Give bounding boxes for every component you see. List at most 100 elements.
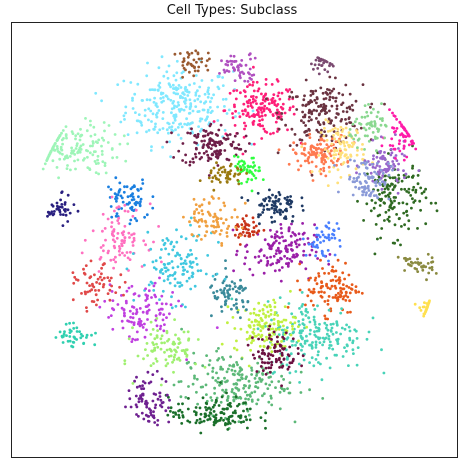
scatter-point: [298, 307, 301, 310]
scatter-point: [355, 171, 358, 174]
scatter-point: [236, 250, 239, 253]
scatter-point: [321, 267, 324, 270]
scatter-point: [368, 331, 371, 334]
scatter-point: [284, 305, 287, 308]
scatter-point: [149, 202, 152, 205]
scatter-point: [266, 203, 269, 206]
scatter-point: [339, 136, 342, 139]
scatter-point: [168, 355, 171, 358]
scatter-point: [202, 143, 205, 146]
scatter-point: [315, 234, 318, 237]
scatter-point: [73, 276, 76, 279]
scatter-point: [383, 372, 386, 375]
scatter-point: [77, 132, 80, 135]
scatter-point: [133, 185, 136, 188]
scatter-point: [297, 325, 300, 328]
scatter-point: [261, 125, 264, 128]
scatter-point: [297, 352, 300, 355]
scatter-point: [217, 197, 220, 200]
scatter-point: [144, 109, 147, 112]
scatter-point: [263, 199, 266, 202]
scatter-point: [207, 142, 210, 145]
scatter-point: [243, 89, 246, 92]
scatter-point: [313, 308, 316, 311]
scatter-point: [213, 167, 216, 170]
scatter-point: [139, 120, 142, 123]
scatter-point: [359, 181, 362, 184]
scatter-point: [166, 340, 169, 343]
scatter-point: [360, 148, 363, 151]
scatter-point: [164, 409, 167, 412]
scatter-point: [308, 162, 311, 165]
scatter-point: [195, 257, 198, 260]
scatter-point: [290, 223, 293, 226]
scatter-point: [93, 273, 96, 276]
scatter-point: [192, 110, 195, 113]
scatter-point: [383, 202, 386, 205]
scatter-point: [225, 231, 228, 234]
scatter-point: [238, 172, 241, 175]
scatter-point: [176, 60, 179, 63]
scatter-point: [162, 313, 165, 316]
scatter-point: [195, 148, 198, 151]
scatter-point: [45, 159, 48, 162]
scatter-point: [270, 350, 273, 353]
scatter-point: [180, 108, 183, 111]
scatter-point: [378, 173, 381, 176]
scatter-point: [319, 341, 322, 344]
scatter-point: [54, 142, 57, 145]
scatter-point: [91, 153, 94, 156]
scatter-point: [261, 394, 264, 397]
scatter-point: [129, 258, 132, 261]
scatter-point: [345, 285, 348, 288]
scatter-point: [384, 175, 387, 178]
scatter-point: [235, 307, 238, 310]
scatter-point: [403, 269, 406, 272]
scatter-point: [279, 345, 282, 348]
scatter-point: [281, 266, 284, 269]
scatter-point: [188, 53, 191, 56]
scatter-point: [197, 51, 200, 54]
scatter-point: [317, 272, 320, 275]
scatter-point: [414, 303, 417, 306]
scatter-point: [172, 100, 175, 103]
scatter-point: [175, 79, 178, 82]
scatter-point: [226, 227, 229, 230]
scatter-point: [205, 384, 208, 387]
scatter-point: [79, 336, 82, 339]
scatter-point: [388, 216, 391, 219]
scatter-point: [236, 132, 239, 135]
scatter-point: [142, 311, 145, 314]
scatter-point: [254, 169, 257, 172]
scatter-point: [171, 125, 174, 128]
scatter-point: [385, 171, 388, 174]
scatter-point: [192, 157, 195, 160]
scatter-point: [257, 192, 260, 195]
scatter-point: [375, 149, 378, 152]
scatter-point: [257, 255, 260, 258]
scatter-point: [315, 109, 318, 112]
scatter-point: [47, 156, 50, 159]
scatter-point: [349, 93, 352, 96]
scatter-point: [101, 160, 104, 163]
scatter-point: [175, 115, 178, 118]
scatter-point: [302, 354, 305, 357]
scatter-point: [251, 369, 254, 372]
scatter-point: [265, 367, 268, 370]
scatter-point: [180, 86, 183, 89]
scatter-point: [239, 115, 242, 118]
scatter-point: [328, 170, 331, 173]
scatter-point: [185, 105, 188, 108]
scatter-point: [305, 103, 308, 106]
scatter-point: [269, 371, 272, 374]
scatter-point: [98, 270, 101, 273]
scatter-point: [177, 410, 180, 413]
scatter-point: [387, 188, 390, 191]
scatter-point: [340, 291, 343, 294]
scatter-point: [330, 159, 333, 162]
scatter-point: [117, 217, 120, 220]
scatter-point: [233, 282, 236, 285]
scatter-point: [402, 147, 405, 150]
scatter-point: [245, 181, 248, 184]
scatter-point: [348, 326, 351, 329]
